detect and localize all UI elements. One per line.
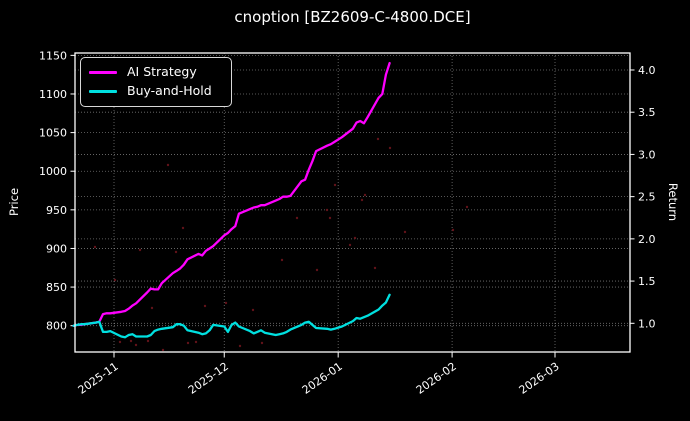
ai-strategy-line-swatch [89,71,117,75]
noise-dot [166,163,170,167]
noise-dot [224,301,228,305]
noise-dot [174,250,178,254]
noise-dot [113,278,117,282]
noise-dot [134,343,138,347]
noise-dot [403,230,407,234]
buy-and-hold-line [72,293,391,339]
noise-dot [295,216,299,220]
noise-dot [129,339,133,343]
noise-dot [333,183,337,187]
noise-dot [373,266,377,270]
noise-dot [146,339,150,343]
legend-item-buy-and-hold: Buy-and-Hold [89,85,223,98]
legend-label: AI Strategy [127,64,197,80]
right-axis-label: Return [666,182,680,222]
noise-dot [325,208,329,212]
noise-dot [181,226,185,230]
noise-dot [251,308,255,312]
noise-dot [194,340,198,344]
right-tick-label: 3.0 [638,148,656,161]
left-tick-label: 1150 [39,49,67,62]
right-tick-label: 2.5 [638,191,656,204]
left-tick-label: 1050 [39,127,67,140]
noise-dot [118,340,122,344]
noise-dot [203,304,207,308]
noise-dot [186,341,190,345]
right-tick-label: 1.5 [638,275,656,288]
noise-dot [348,243,352,247]
noise-dot [280,258,284,262]
noise-dot [388,146,392,150]
left-tick-label: 950 [46,204,67,217]
noise-dot [260,341,264,345]
right-tick-label: 1.0 [638,317,656,330]
chart-title: cnoption [BZ2609-C-4800.DCE] [234,8,471,26]
noise-dot [363,193,367,197]
left-axis-label: Price [7,187,21,217]
noise-dot [465,205,469,209]
legend-item-ai-strategy: AI Strategy [89,66,223,79]
noise-dot [315,268,319,272]
noise-dot [360,198,364,202]
left-tick-label: 850 [46,281,67,294]
noise-dot [353,236,357,240]
legend: AI Strategy Buy-and-Hold [80,57,232,107]
noise-dot [376,137,380,141]
left-tick-label: 1100 [39,88,67,101]
ai-strategy-line [72,61,391,327]
noise-dot [138,248,142,252]
left-tick-label: 800 [46,320,67,333]
left-tick-label: 900 [46,242,67,255]
right-tick-label: 2.0 [638,233,656,246]
noise-dot [451,228,455,232]
legend-label: Buy-and-Hold [127,83,212,99]
noise-dot [161,348,165,352]
noise-dot [150,306,154,310]
noise-dot [93,245,97,249]
noise-dot [238,344,242,348]
right-tick-label: 3.5 [638,106,656,119]
noise-dot [328,216,332,220]
buy-and-hold-line-swatch [89,89,117,93]
plot-border [74,52,631,353]
left-tick-label: 1000 [39,165,67,178]
right-tick-label: 4.0 [638,64,656,77]
